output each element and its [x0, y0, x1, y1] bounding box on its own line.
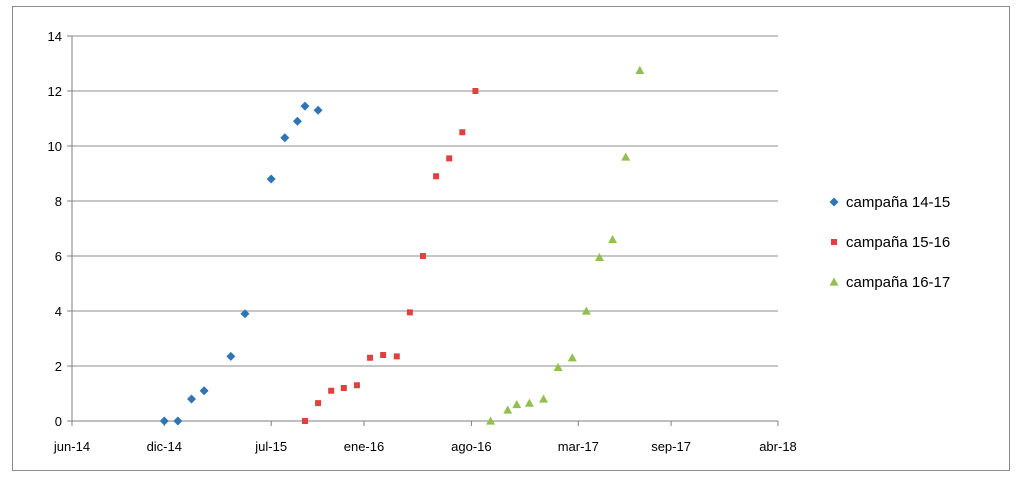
data-point-series-1 — [199, 386, 209, 396]
legend-marker-series-1 — [829, 197, 839, 207]
y-tick-label: 6 — [55, 249, 62, 264]
data-point-series-2 — [419, 253, 426, 259]
data-point-series-2 — [459, 129, 466, 136]
data-point-series-1 — [313, 105, 323, 115]
data-point-series-3 — [539, 394, 549, 403]
legend-label-series-2: campaña 15-16 — [846, 234, 950, 251]
data-point-series-2 — [393, 353, 400, 360]
y-tick-label: 0 — [55, 414, 62, 429]
x-tick-label: abr-18 — [759, 439, 797, 454]
data-point-series-3 — [512, 400, 522, 409]
data-point-series-1 — [266, 174, 276, 184]
y-tick-label: 8 — [55, 194, 62, 209]
data-point-series-2 — [367, 354, 374, 361]
x-tick-label: jul-15 — [254, 439, 287, 454]
data-point-series-2 — [315, 400, 322, 407]
data-point-series-2 — [353, 382, 360, 389]
data-point-series-2 — [433, 173, 440, 180]
y-tick-label: 2 — [55, 359, 62, 374]
y-tick-label: 14 — [48, 29, 62, 44]
data-point-series-2 — [472, 88, 479, 94]
y-tick-label: 12 — [48, 84, 62, 99]
x-tick-label: jun-14 — [53, 439, 90, 454]
data-point-series-1 — [159, 416, 169, 426]
x-tick-label: ene-16 — [344, 439, 384, 454]
data-point-series-2 — [446, 155, 453, 162]
data-point-series-2 — [301, 418, 308, 424]
data-point-series-1 — [173, 416, 183, 426]
data-point-series-1 — [300, 101, 310, 111]
chart-frame — [12, 6, 1010, 471]
x-tick-label: ago-16 — [451, 439, 491, 454]
data-point-series-3 — [608, 235, 618, 244]
data-point-series-3 — [594, 252, 604, 261]
data-point-series-3 — [486, 416, 496, 425]
x-tick-label: sep-17 — [651, 439, 691, 454]
data-point-series-3 — [581, 306, 591, 315]
legend-label-series-1: campaña 14-15 — [846, 194, 950, 211]
x-tick-label: dic-14 — [147, 439, 182, 454]
legend-label-series-3: campaña 16-17 — [846, 274, 950, 291]
data-point-series-2 — [340, 385, 347, 391]
data-point-series-1 — [292, 116, 302, 126]
data-point-series-2 — [380, 352, 387, 358]
data-point-series-3 — [524, 398, 534, 407]
data-point-series-1 — [187, 394, 197, 404]
data-point-series-3 — [621, 152, 631, 161]
data-point-series-1 — [226, 351, 236, 361]
data-point-series-2 — [328, 387, 335, 394]
legend-marker-series-3 — [829, 277, 839, 286]
data-point-series-3 — [503, 405, 513, 414]
legend-marker-series-2 — [831, 239, 837, 245]
data-point-series-2 — [406, 309, 413, 316]
data-point-series-3 — [553, 362, 563, 371]
data-point-series-3 — [635, 65, 645, 74]
data-point-series-3 — [567, 353, 577, 362]
data-point-series-1 — [240, 309, 250, 319]
data-point-series-1 — [280, 133, 290, 143]
y-tick-label: 10 — [48, 139, 62, 154]
x-tick-label: mar-17 — [558, 439, 599, 454]
y-tick-label: 4 — [55, 304, 62, 319]
